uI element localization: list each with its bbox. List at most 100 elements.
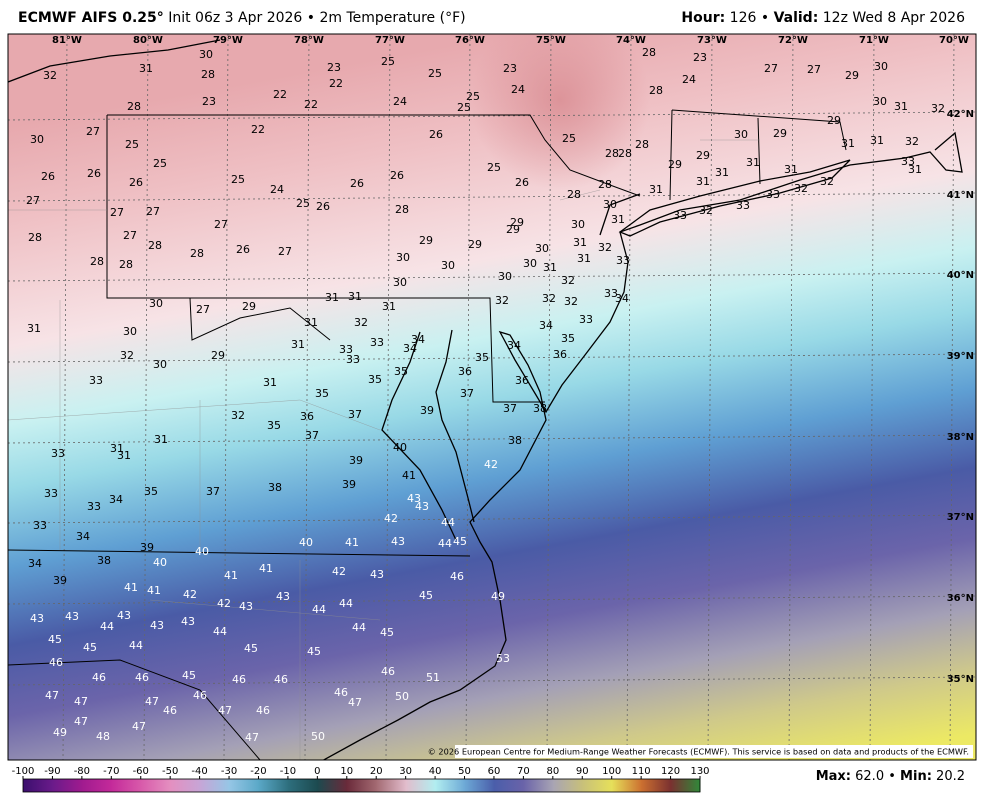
- station-value: 31: [870, 134, 884, 147]
- colorbar-segment: [523, 779, 554, 792]
- warm-area: [8, 34, 976, 760]
- station-value: 30: [874, 60, 888, 73]
- station-value: 30: [535, 242, 549, 255]
- station-value: 43: [276, 590, 290, 603]
- station-value: 47: [218, 704, 232, 717]
- parallel: [8, 111, 976, 121]
- station-value: 30: [523, 257, 537, 270]
- meridian: [62, 34, 68, 760]
- station-value: 44: [129, 639, 143, 652]
- station-value: 22: [304, 98, 318, 111]
- latitude-label: 39°N: [947, 351, 974, 362]
- station-value: 46: [232, 673, 246, 686]
- station-value: 24: [270, 183, 284, 196]
- station-value: 31: [894, 100, 908, 113]
- longitude-label: 74°W: [616, 35, 646, 46]
- station-value: 31: [304, 316, 318, 329]
- station-value: 33: [766, 188, 780, 201]
- station-value: 31: [382, 300, 396, 313]
- meridian: [788, 34, 794, 760]
- colorbar-segment: [81, 779, 112, 792]
- station-value: 51: [426, 671, 440, 684]
- title-main: ECMWF AIFS 0.25°: [18, 10, 164, 26]
- station-value: 49: [53, 726, 67, 739]
- station-value: 28: [635, 138, 649, 151]
- station-value: 31: [543, 261, 557, 274]
- colorbar-frame: [22, 778, 701, 793]
- station-value: 41: [259, 562, 273, 575]
- station-value: 25: [457, 101, 471, 114]
- station-value: 32: [43, 69, 57, 82]
- colorbar-label: 110: [632, 766, 651, 777]
- station-value: 25: [153, 157, 167, 170]
- colorbar-segment: [405, 779, 436, 792]
- station-value: 42: [384, 512, 398, 525]
- station-value: 37: [348, 408, 362, 421]
- colorbar-segment: [170, 779, 201, 792]
- station-value: 26: [350, 177, 364, 190]
- station-value: 31: [696, 175, 710, 188]
- station-value: 39: [349, 454, 363, 467]
- latitude-label: 37°N: [947, 512, 974, 523]
- station-value: 31: [649, 183, 663, 196]
- station-value: 32: [905, 135, 919, 148]
- station-value: 27: [764, 62, 778, 75]
- station-value: 31: [746, 156, 760, 169]
- station-value: 25: [562, 132, 576, 145]
- station-value: 35: [267, 419, 281, 432]
- station-value: 39: [53, 574, 67, 587]
- station-value: 26: [41, 170, 55, 183]
- station-value: 26: [236, 243, 250, 256]
- colorbar-label: -40: [191, 766, 207, 777]
- station-value: 36: [300, 410, 314, 423]
- station-value: 29: [211, 349, 225, 362]
- station-value: 31: [117, 449, 131, 462]
- station-value: 41: [224, 569, 238, 582]
- station-value: 32: [699, 204, 713, 217]
- station-value: 28: [618, 147, 632, 160]
- meridian: [143, 34, 149, 760]
- station-value: 27: [214, 218, 228, 231]
- colorbar: -100 -90 -80 -70 -60 -50 -40 -30 -20 -10 0 10 20 30 40…: [12, 766, 710, 793]
- colorbar-segment: [552, 779, 583, 792]
- station-value: 43: [391, 535, 405, 548]
- station-value: 36: [458, 365, 472, 378]
- meridian: [304, 34, 310, 760]
- station-value: 37: [503, 402, 517, 415]
- station-value: 31: [263, 376, 277, 389]
- hour: 126: [730, 10, 757, 26]
- station-value: 46: [334, 686, 348, 699]
- station-value: 32: [564, 295, 578, 308]
- station-value: 34: [403, 342, 417, 355]
- station-value: 31: [154, 433, 168, 446]
- station-value: 33: [604, 287, 618, 300]
- longitude-label: 76°W: [455, 35, 485, 46]
- station-value: 49: [491, 590, 505, 603]
- colorbar-label: 50: [458, 766, 471, 777]
- min: 20.2: [936, 769, 965, 784]
- station-value: 33: [51, 447, 65, 460]
- colorbar-segment: [52, 779, 83, 792]
- station-value: 45: [453, 535, 467, 548]
- station-value: 31: [611, 213, 625, 226]
- station-value: 47: [74, 715, 88, 728]
- station-value: 28: [649, 84, 663, 97]
- station-value: 25: [487, 161, 501, 174]
- colorbar-label: -90: [44, 766, 60, 777]
- station-value: 30: [153, 358, 167, 371]
- station-value: 25: [466, 90, 480, 103]
- station-value: 44: [441, 516, 455, 529]
- station-value: 25: [125, 138, 139, 151]
- station-value: 43: [65, 610, 79, 623]
- station-value: 25: [296, 197, 310, 210]
- colorbar-label: -10: [280, 766, 296, 777]
- station-value: 32: [598, 241, 612, 254]
- colorbar-segment: [229, 779, 259, 792]
- meridian: [949, 34, 955, 760]
- station-value: 33: [901, 155, 915, 168]
- station-value: 47: [145, 695, 159, 708]
- station-value: 44: [213, 625, 227, 638]
- station-value: 41: [402, 469, 416, 482]
- station-value: 31: [715, 166, 729, 179]
- station-value: 26: [515, 176, 529, 189]
